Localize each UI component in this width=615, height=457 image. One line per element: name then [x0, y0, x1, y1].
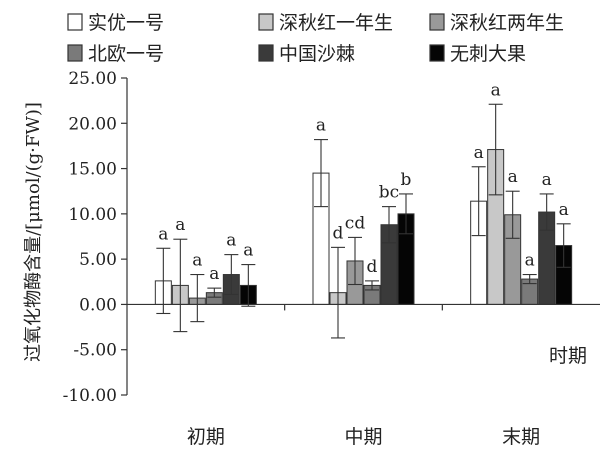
y-tick-label: 15.00 [68, 160, 117, 180]
legend-swatch [258, 44, 274, 62]
significance-label: a [158, 224, 168, 244]
significance-label: a [542, 170, 552, 190]
legend-label: 无刺大果 [450, 43, 526, 65]
significance-label: a [175, 215, 185, 235]
significance-label: d [367, 257, 378, 277]
y-tick-label: 25.00 [68, 69, 117, 89]
significance-label: b [401, 170, 412, 190]
significance-label: a [316, 116, 326, 136]
significance-label: a [209, 264, 219, 284]
significance-label: a [243, 241, 253, 261]
x-axis-title: 时期 [549, 345, 587, 367]
legend-label: 北欧一号 [88, 43, 164, 65]
y-tick-label: -10.00 [63, 386, 117, 406]
y-tick-label: 0.00 [79, 295, 117, 315]
significance-label: a [559, 200, 569, 220]
legend-label: 深秋红两年生 [450, 12, 564, 34]
significance-label: d [333, 223, 344, 243]
category-label: 中期 [344, 426, 382, 448]
axes: 25.00 20.00 15.00 10.00 5.00 0.00 -5.00 -10.00 初… [63, 69, 600, 448]
legend-swatch [429, 44, 445, 62]
significance-label: cd [345, 213, 366, 233]
significance-label: a [474, 143, 484, 163]
y-tick-label: 20.00 [68, 114, 117, 134]
y-axis-title: 过氧化物酶含量/[μmol/(g·FW)] [23, 102, 44, 362]
category-label: 初期 [187, 426, 225, 448]
y-tick-label: 5.00 [79, 250, 117, 270]
legend-label: 中国沙棘 [279, 43, 355, 65]
y-tick-label: 10.00 [68, 205, 117, 225]
legend-swatch [429, 13, 445, 31]
legend-swatch [258, 13, 274, 31]
significance-label: a [508, 167, 518, 187]
significance-label: a [525, 251, 535, 271]
legend-label: 实优一号 [88, 12, 164, 34]
category-label: 末期 [502, 426, 540, 448]
significance-label: a [226, 231, 236, 251]
legend-swatch [67, 44, 83, 62]
legend-label: 深秋红一年生 [279, 12, 393, 34]
significance-label: bc [379, 183, 399, 203]
y-tick-label: -5.00 [73, 341, 117, 361]
significance-label: a [192, 251, 202, 271]
significance-label: a [491, 80, 501, 100]
legend-swatch [67, 13, 83, 31]
